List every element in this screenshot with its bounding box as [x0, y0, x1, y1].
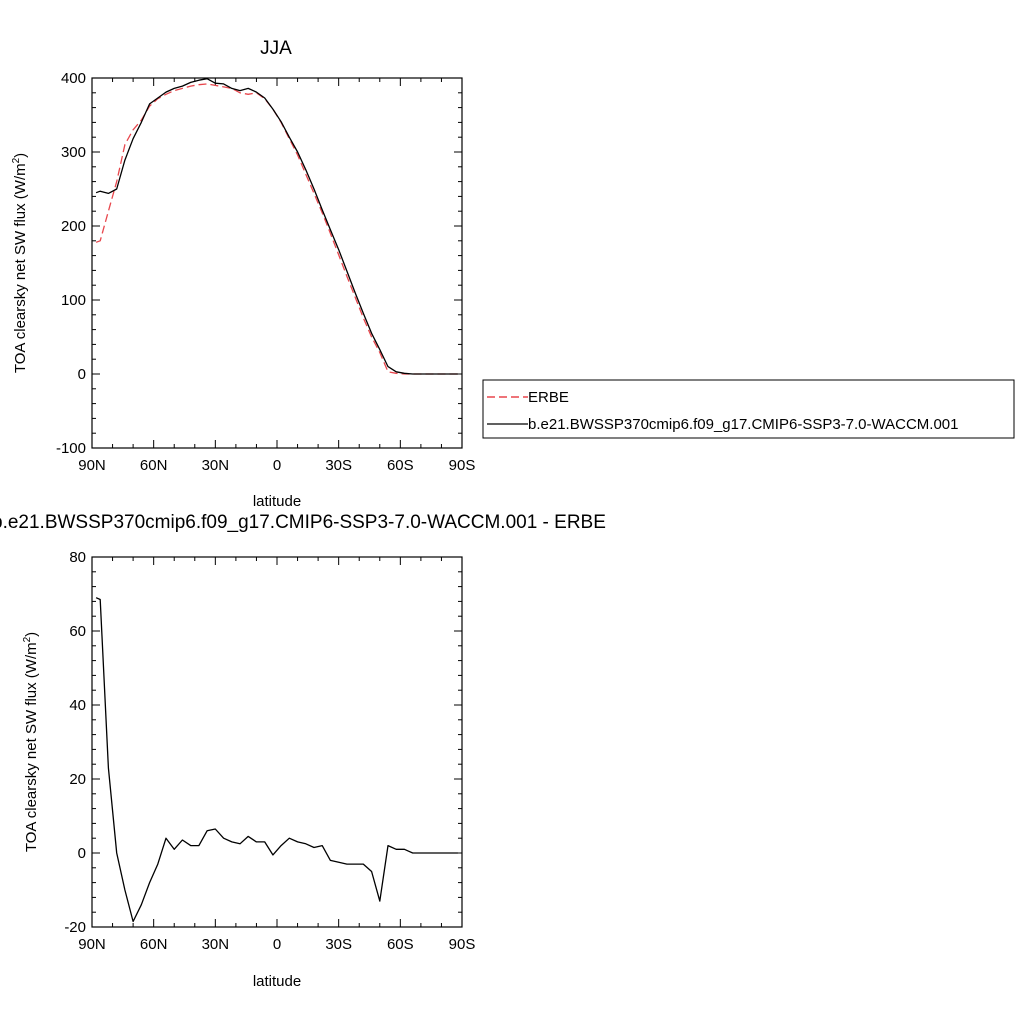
x-tick-label: 60S — [387, 457, 414, 474]
y-tick-label: 0 — [78, 366, 86, 383]
x-tick-label: 90N — [78, 936, 106, 953]
bottom-y-axis-label-main: TOA clearsky net SW flux (W/m — [23, 642, 40, 852]
legend-erbe-label: ERBE — [528, 389, 569, 406]
bottom-y-axis-label-close: ) — [23, 632, 40, 637]
bottom-y-axis-label-sup: 2 — [22, 636, 33, 642]
bottom-gridticks — [91, 556, 463, 928]
x-tick-label: 30S — [325, 936, 352, 953]
legend-box — [482, 379, 1015, 439]
top-panel: JJA 90N 60N 30N 0 30S 60S 90S -100 0 100 200 300 40… — [11, 38, 475, 510]
x-tick-label: 30N — [202, 457, 230, 474]
y-tick-label: 400 — [61, 70, 86, 87]
legend: ERBE b.e21.BWSSP370cmip6.f09_g17.CMIP6-S… — [482, 379, 1015, 439]
bottom-panel: b.e21.BWSSP370cmip6.f09_g17.CMIP6-SSP3-7… — [0, 512, 606, 990]
x-tick-label: 90N — [78, 457, 106, 474]
y-tick-label: 20 — [69, 771, 86, 788]
top-series-line-0 — [95, 83, 458, 375]
bottom-chart-title: b.e21.BWSSP370cmip6.f09_g17.CMIP6-SSP3-7… — [0, 512, 606, 533]
top-series-line-1 — [95, 78, 458, 375]
bottom-y-tick-labels: -20 0 20 40 60 80 — [64, 549, 86, 936]
y-tick-label: 200 — [61, 218, 86, 235]
y-tick-label: 60 — [69, 623, 86, 640]
x-tick-label: 0 — [273, 936, 281, 953]
y-tick-label: 80 — [69, 549, 86, 566]
bottom-series — [95, 597, 458, 923]
y-tick-label: 300 — [61, 144, 86, 161]
y-tick-label: 0 — [78, 845, 86, 862]
top-gridticks — [91, 77, 463, 449]
y-tick-label: -100 — [56, 440, 86, 457]
legend-model-label: b.e21.BWSSP370cmip6.f09_g17.CMIP6-SSP3-7… — [528, 416, 958, 433]
top-y-axis-label: TOA clearsky net SW flux (W/m2) — [11, 153, 29, 373]
bot-series-line-0 — [95, 597, 458, 923]
top-y-axis-label-sup: 2 — [11, 157, 22, 163]
top-x-tick-labels: 90N 60N 30N 0 30S 60S 90S — [78, 457, 475, 474]
top-y-axis-label-main: TOA clearsky net SW flux (W/m — [12, 163, 29, 373]
y-tick-label: 100 — [61, 292, 86, 309]
bottom-y-axis-label: TOA clearsky net SW flux (W/m2) — [22, 632, 40, 852]
bottom-x-tick-labels: 90N 60N 30N 0 30S 60S 90S — [78, 936, 475, 953]
x-tick-label: 60N — [140, 457, 168, 474]
x-tick-label: 30S — [325, 457, 352, 474]
y-tick-label: 40 — [69, 697, 86, 714]
top-y-axis-label-close: ) — [12, 153, 29, 158]
top-series — [95, 78, 458, 375]
x-tick-label: 90S — [449, 936, 476, 953]
top-x-axis-label: latitude — [253, 493, 301, 510]
y-tick-label: -20 — [64, 919, 86, 936]
bottom-x-axis-label: latitude — [253, 973, 301, 990]
top-chart-title: JJA — [260, 38, 292, 59]
x-tick-label: 60N — [140, 936, 168, 953]
top-plot-frame — [91, 77, 463, 449]
x-tick-label: 90S — [449, 457, 476, 474]
x-tick-label: 60S — [387, 936, 414, 953]
x-tick-label: 0 — [273, 457, 281, 474]
x-tick-label: 30N — [202, 936, 230, 953]
bottom-plot-frame — [91, 556, 463, 928]
top-y-tick-labels: -100 0 100 200 300 400 — [56, 70, 86, 457]
